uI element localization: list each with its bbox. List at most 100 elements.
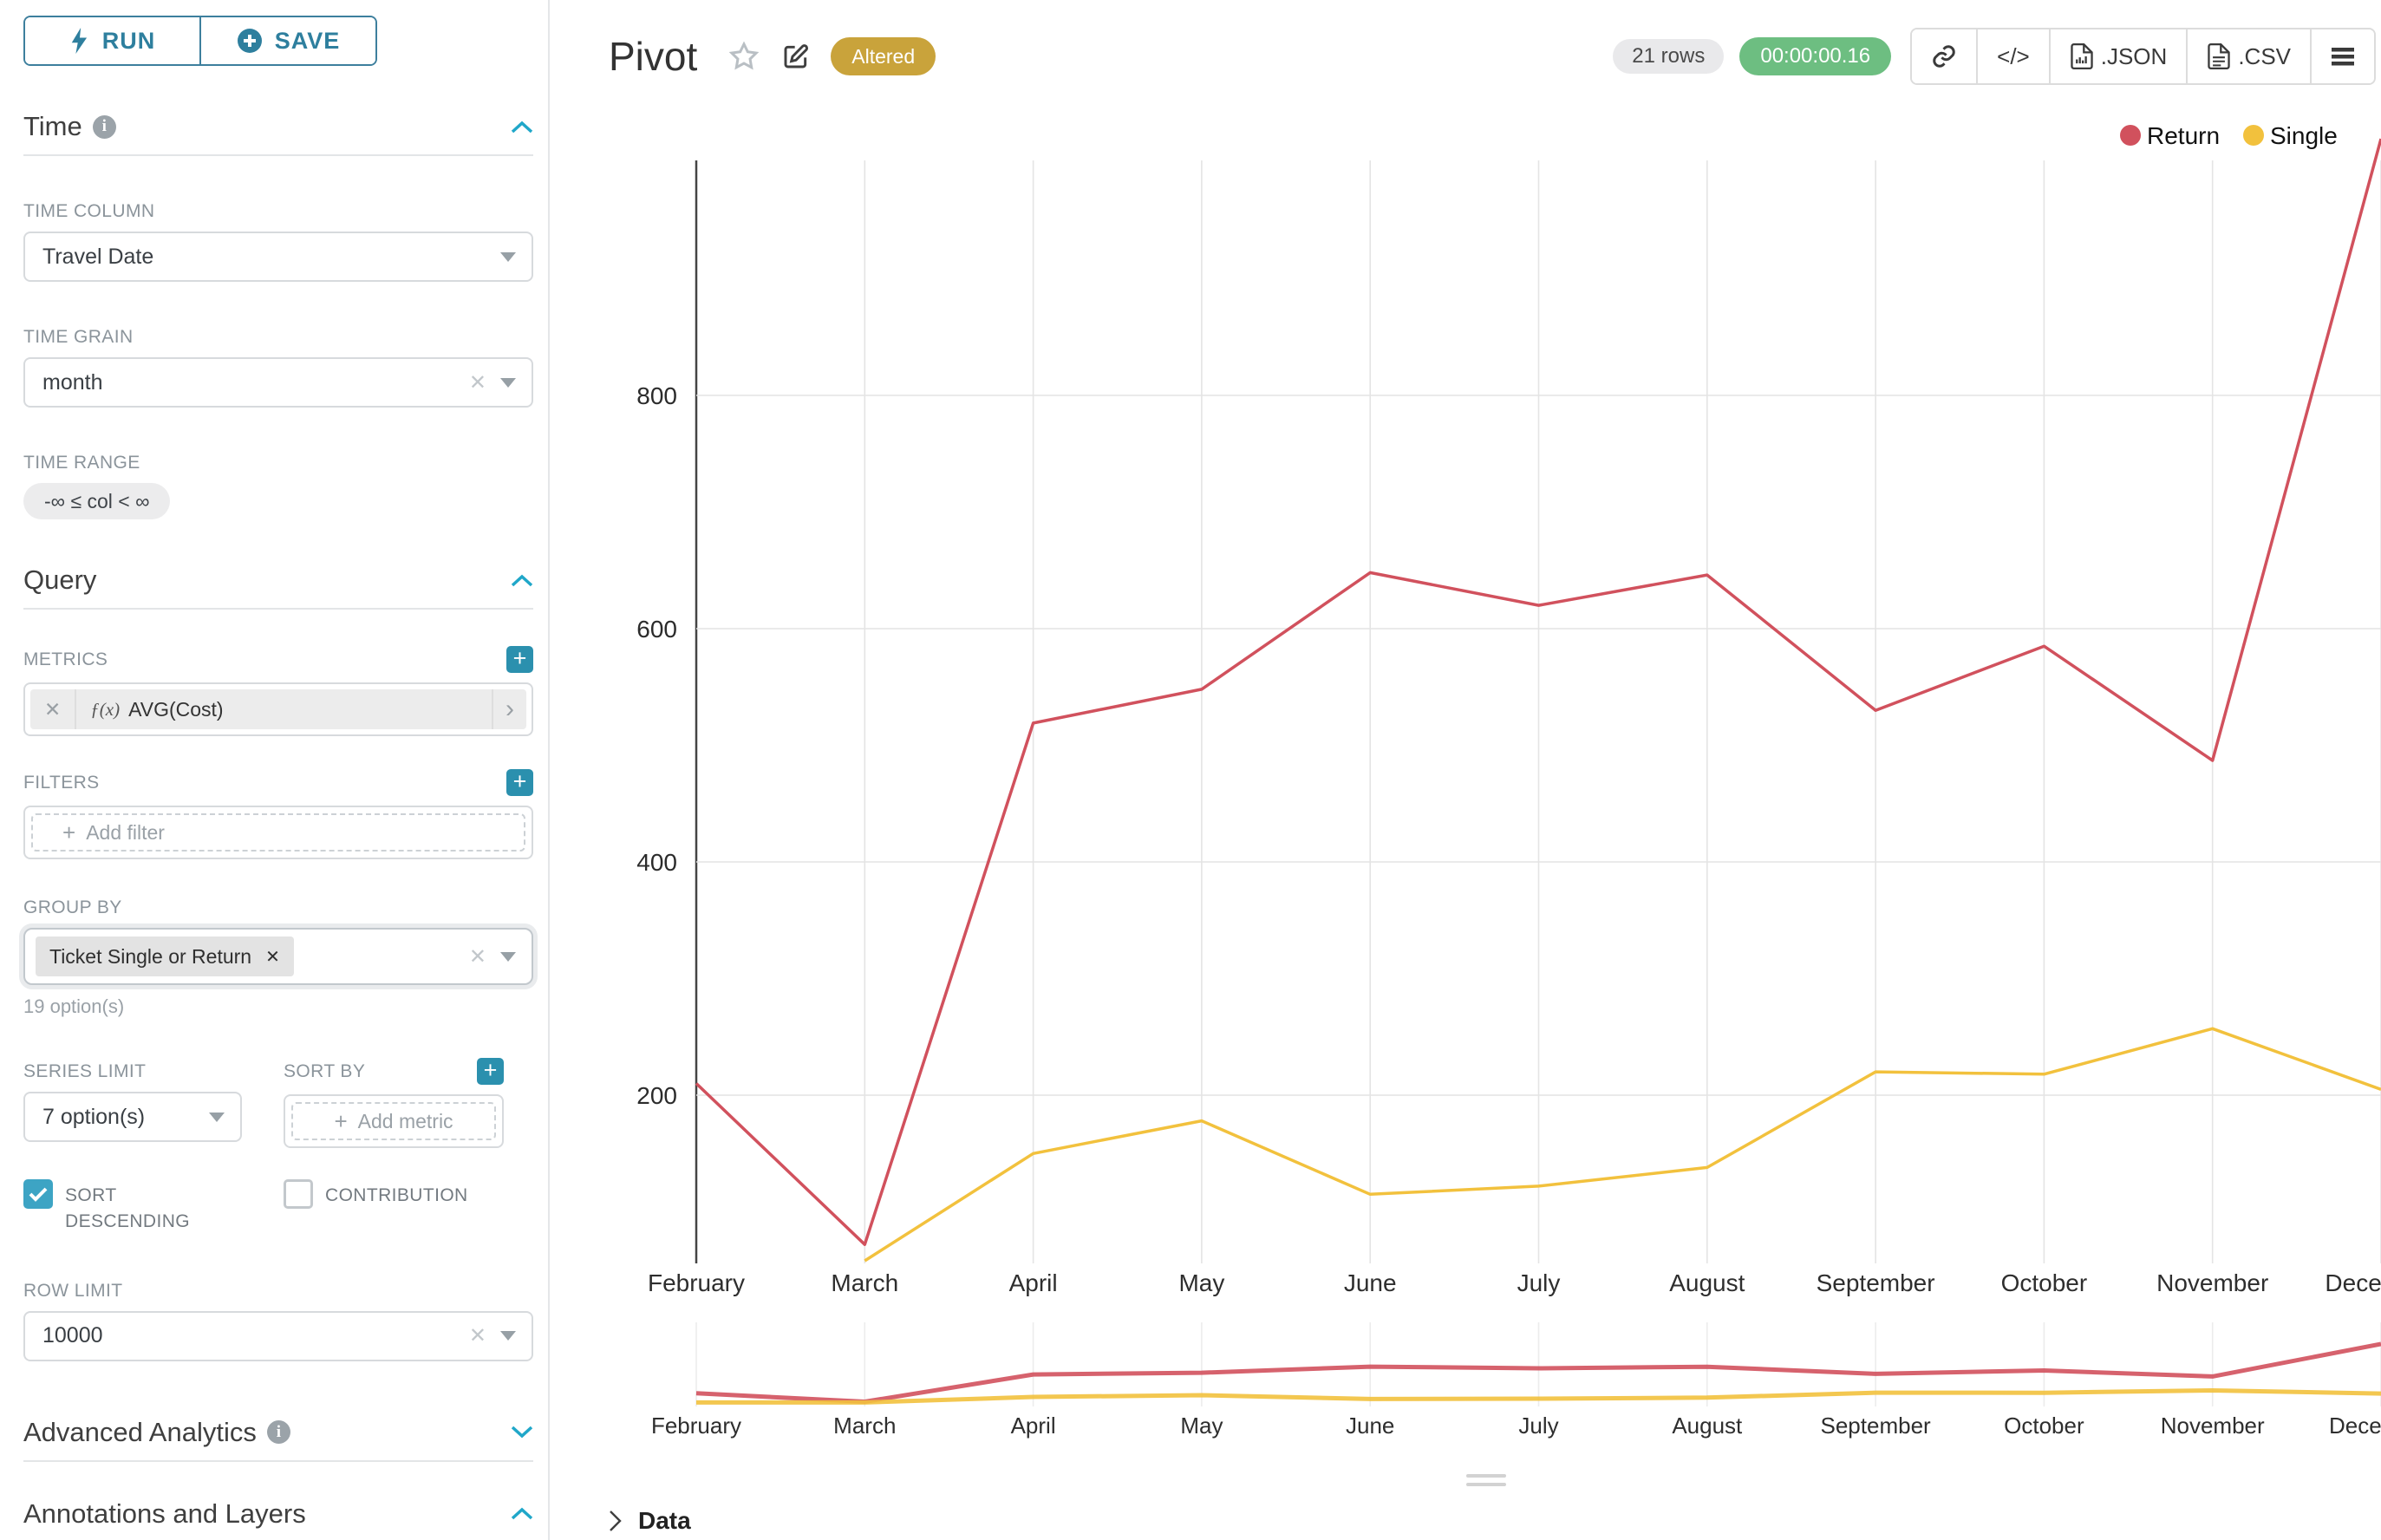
run-button[interactable]: RUN [25,17,199,64]
mini-x-tick-label: February [651,1413,741,1439]
clear-icon[interactable]: ✕ [468,370,486,395]
time-grain-select[interactable]: month ✕ [23,357,533,408]
metrics-control: ✕ ƒ(x) AVG(Cost) › [23,682,533,736]
check-icon [29,1187,48,1202]
control-panel: RUN SAVE Time i TIME COLUMN Travel D [0,0,550,1540]
save-label: SAVE [274,27,341,54]
x-tick-label: August [1669,1269,1745,1296]
add-filter-dropzone[interactable]: + Add filter [31,813,525,852]
mini-series-line-return [695,1341,2381,1404]
plus-icon: + [334,1107,348,1134]
time-range-label: TIME RANGE [23,453,140,473]
csv-file-icon [2208,43,2231,69]
contribution-label: CONTRIBUTION [325,1185,468,1205]
chart-title: Pivot [609,34,698,79]
time-column-select[interactable]: Travel Date [23,232,533,282]
time-grain-label: TIME GRAIN [23,327,134,347]
data-panel-toggle[interactable]: Data [607,1507,691,1535]
caret-down-icon [500,1331,516,1341]
metrics-label: METRICS [23,649,108,669]
altered-badge[interactable]: Altered [831,37,936,75]
sort-descending-checkbox[interactable] [23,1179,53,1209]
filters-control: + Add filter [23,806,533,859]
annotations-header[interactable]: Annotations and Layers [23,1498,533,1530]
panel-resize-handle[interactable] [1466,1474,1506,1491]
query-section-title: Query [23,564,97,595]
plus-circle-icon [237,29,262,53]
row-limit-label: ROW LIMIT [23,1280,123,1301]
add-filter-button[interactable]: + [506,769,533,796]
add-metric-button[interactable]: + [506,646,533,673]
export-csv-label: .CSV [2238,42,2291,69]
group-by-chip[interactable]: Ticket Single or Return ✕ [36,936,294,976]
mini-x-tick-label: June [1346,1413,1394,1439]
time-section-header[interactable]: Time i [23,111,533,142]
sort-by-label: SORT BY [284,1061,366,1081]
filters-label: FILTERS [23,773,100,793]
metric-pill[interactable]: ✕ ƒ(x) AVG(Cost) › [30,689,526,729]
chevron-up-icon[interactable] [511,1507,533,1520]
group-by-label: GROUP BY [23,897,122,917]
run-label: RUN [101,27,156,54]
fx-icon: ƒ(x) [90,698,121,720]
add-sort-metric-dropzone[interactable]: + Add metric [291,1102,496,1140]
data-panel-label: Data [638,1507,691,1534]
time-range-chip[interactable]: -∞ ≤ col < ∞ [23,483,171,519]
x-tick-label: October [2001,1269,2088,1296]
mini-x-tick-label: July [1518,1413,1558,1439]
view-query-button[interactable]: </> [1976,29,2049,83]
export-json-button[interactable]: .JSON [2048,29,2187,83]
mini-series-line-single [696,1388,2381,1405]
mini-x-tick-label: October [2004,1413,2084,1439]
chevron-right-icon[interactable]: › [492,689,526,729]
add-sort-metric-button[interactable]: + [477,1058,504,1085]
json-file-icon [2071,43,2093,69]
x-tick-label: February [648,1269,745,1296]
legend-swatch-return [2120,125,2141,146]
metric-value: AVG(Cost) [128,697,224,721]
x-tick-label: July [1517,1269,1561,1296]
copy-link-button[interactable] [1912,29,1977,83]
clear-icon[interactable]: ✕ [468,944,486,969]
x-tick-label: May [1178,1269,1224,1296]
y-tick-label: 600 [636,616,677,643]
menu-button[interactable] [2310,29,2374,83]
chart-panel: Pivot Altered 21 rows 00:00:00.16 [550,0,2381,1540]
chevron-down-icon[interactable] [511,1426,533,1439]
save-button[interactable]: SAVE [199,17,375,64]
bolt-icon [71,28,87,54]
row-count-badge: 21 rows [1613,39,1725,74]
contribution-checkbox[interactable] [284,1179,313,1209]
series-limit-select[interactable]: 7 option(s) [23,1092,242,1142]
divider [23,154,533,156]
mini-x-tick-label: April [1011,1413,1056,1439]
row-limit-value: 10000 [42,1323,103,1348]
run-save-group: RUN SAVE [23,16,377,66]
row-limit-select[interactable]: 10000 ✕ [23,1310,533,1361]
export-csv-button[interactable]: .CSV [2186,29,2310,83]
chevron-up-icon[interactable] [511,121,533,134]
query-section-header[interactable]: Query [23,564,533,596]
clear-icon[interactable]: ✕ [468,1324,486,1348]
group-by-select[interactable]: Ticket Single or Return ✕ ✕ [23,928,533,985]
mini-x-tick-label: September [1821,1413,1932,1439]
series-line-return [695,138,2381,1246]
sort-descending-label: SORT DESCENDING [65,1185,191,1232]
star-icon[interactable] [728,41,760,72]
add-metric-placeholder: Add metric [357,1109,453,1132]
mini-brush-chart[interactable]: February March April May June July August Septe… [651,1322,2381,1439]
add-filter-placeholder: Add filter [86,820,165,844]
group-by-chip-label: Ticket Single or Return [49,944,252,968]
series-line-single [864,1027,2381,1263]
chevron-up-icon[interactable] [511,574,533,587]
link-icon [1933,45,1955,68]
export-json-label: .JSON [2100,42,2168,69]
legend-label-return: Return [2147,122,2220,149]
options-hint: 19 option(s) [23,995,125,1017]
remove-metric-icon[interactable]: ✕ [30,689,77,729]
caret-down-icon [500,377,516,388]
chevron-right-icon [610,1511,622,1531]
remove-chip-icon[interactable]: ✕ [265,947,280,967]
edit-icon[interactable] [782,42,810,70]
advanced-analytics-header[interactable]: Advanced Analytics i [23,1417,533,1448]
